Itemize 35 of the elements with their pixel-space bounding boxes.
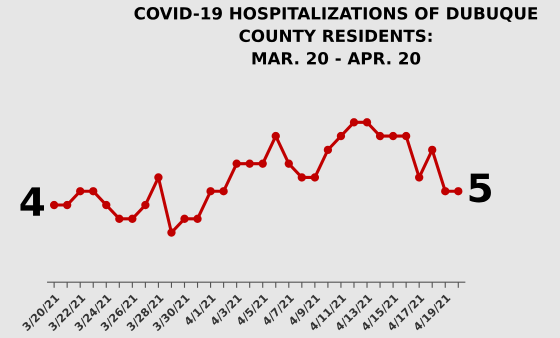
point <box>376 132 384 140</box>
point <box>310 173 320 182</box>
point <box>428 146 436 154</box>
point <box>128 214 137 223</box>
point <box>62 200 72 210</box>
point <box>454 187 462 196</box>
point <box>50 200 58 210</box>
point <box>336 132 346 140</box>
point <box>193 214 202 223</box>
point <box>441 187 450 196</box>
point <box>206 187 215 196</box>
point <box>141 200 150 210</box>
point <box>154 173 163 182</box>
point <box>102 200 110 210</box>
point <box>76 187 84 196</box>
point <box>284 159 293 168</box>
point <box>219 187 228 196</box>
point <box>258 159 267 168</box>
point <box>115 214 124 223</box>
point <box>298 173 306 182</box>
point <box>362 118 372 126</box>
point <box>350 118 358 126</box>
point <box>324 146 332 154</box>
point <box>167 228 176 237</box>
data-label: 4 <box>20 187 44 216</box>
point <box>89 187 98 196</box>
data-label: 5 <box>470 174 491 203</box>
point <box>180 214 189 223</box>
point <box>388 132 398 140</box>
point <box>272 132 280 140</box>
point <box>402 132 410 140</box>
point <box>415 173 424 182</box>
point <box>232 159 241 168</box>
chart-title: COVID-19 HOSPITALIZATIONS OF DUBUQUE COUNTY RESIDENTS: MAR. 20 - APR. 20 <box>134 7 538 65</box>
point <box>246 159 254 168</box>
